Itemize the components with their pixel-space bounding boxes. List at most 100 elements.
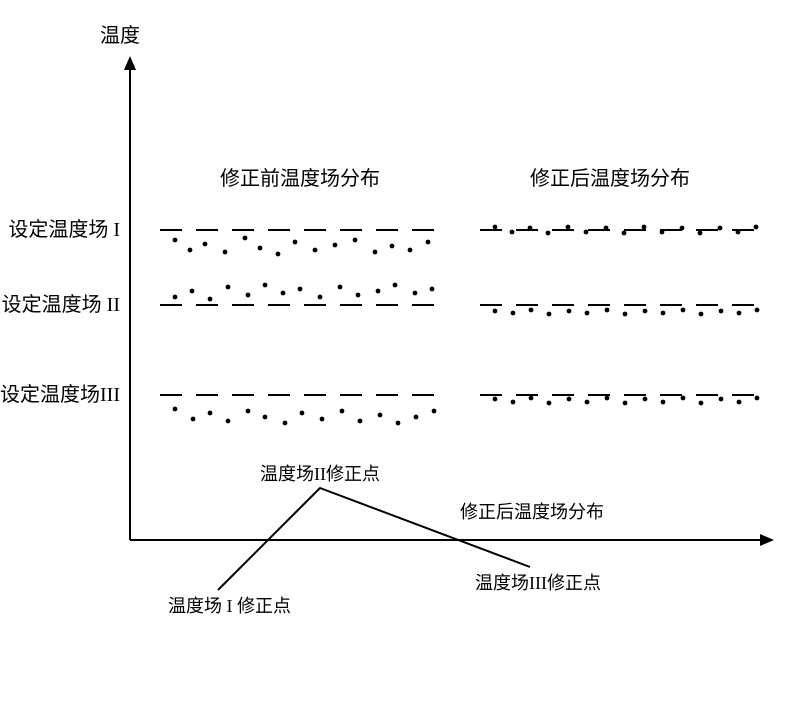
data-point: [413, 291, 418, 296]
data-point: [754, 225, 759, 230]
data-point: [755, 396, 760, 401]
annotation-field3-correction: 温度场III修正点: [475, 573, 601, 593]
data-point: [493, 397, 498, 402]
data-point: [681, 308, 686, 313]
data-point: [340, 409, 345, 414]
data-point: [510, 230, 515, 235]
data-point: [432, 409, 437, 414]
data-point: [191, 417, 196, 422]
y-axis-label: 温度: [100, 24, 140, 47]
temperature-field-chart: 温度 修正前温度场分布 修正后温度场分布 设定温度场 I 设定温度场 II 设定…: [0, 0, 800, 701]
data-point: [356, 293, 361, 298]
data-point: [566, 225, 571, 230]
data-point: [698, 231, 703, 236]
data-point: [203, 242, 208, 247]
data-point: [378, 413, 383, 418]
data-point: [529, 308, 534, 313]
data-point: [736, 230, 741, 235]
data-point: [529, 396, 534, 401]
data-point: [408, 248, 413, 253]
data-point: [699, 312, 704, 317]
data-point: [511, 311, 516, 316]
data-point: [190, 289, 195, 294]
y-axis-arrow-icon: [124, 56, 136, 70]
data-point: [430, 287, 435, 292]
data-point: [661, 311, 666, 316]
data-point: [298, 287, 303, 292]
data-point: [376, 289, 381, 294]
data-point: [643, 309, 648, 314]
data-point: [585, 400, 590, 405]
data-point: [718, 226, 723, 231]
data-point: [246, 409, 251, 414]
data-point: [622, 231, 627, 236]
data-point: [604, 226, 609, 231]
data-point: [393, 283, 398, 288]
data-point: [642, 225, 647, 230]
data-point: [547, 312, 552, 317]
data-point: [660, 230, 665, 235]
data-point: [293, 240, 298, 245]
data-point: [208, 297, 213, 302]
data-point: [623, 401, 628, 406]
data-point: [223, 250, 228, 255]
data-point: [719, 397, 724, 402]
data-point: [188, 248, 193, 253]
data-point: [528, 226, 533, 231]
column-header-before: 修正前温度场分布: [220, 167, 380, 190]
data-point: [313, 248, 318, 253]
data-point: [390, 244, 395, 249]
data-point: [661, 400, 666, 405]
data-point: [511, 400, 516, 405]
data-point: [353, 238, 358, 243]
column-header-after: 修正后温度场分布: [530, 167, 690, 190]
data-point: [338, 285, 343, 290]
data-point: [680, 226, 685, 231]
row-label-3: 设定温度场III: [0, 383, 120, 406]
data-point: [373, 250, 378, 255]
data-point: [208, 411, 213, 416]
annotation-field1-correction: 温度场 I 修正点: [168, 596, 291, 616]
data-point: [320, 417, 325, 422]
data-point: [755, 308, 760, 313]
data-point: [226, 285, 231, 290]
data-point: [699, 401, 704, 406]
data-point: [737, 400, 742, 405]
row-label-1: 设定温度场 I: [8, 218, 120, 241]
data-point: [358, 419, 363, 424]
data-point: [283, 421, 288, 426]
data-point: [263, 283, 268, 288]
data-point: [318, 295, 323, 300]
data-point: [681, 396, 686, 401]
data-point: [276, 252, 281, 257]
data-point: [243, 236, 248, 241]
data-point: [567, 309, 572, 314]
data-point: [173, 238, 178, 243]
data-point: [546, 231, 551, 236]
data-point: [173, 295, 178, 300]
data-point: [333, 243, 338, 248]
annotation-field2-correction: 温度场II修正点: [260, 464, 380, 484]
data-point: [173, 407, 178, 412]
annotation-after-distribution: 修正后温度场分布: [460, 502, 604, 522]
data-point: [226, 419, 231, 424]
row-label-2: 设定温度场 II: [2, 293, 120, 316]
data-point: [623, 312, 628, 317]
data-point: [414, 415, 419, 420]
data-point: [584, 230, 589, 235]
data-point: [300, 411, 305, 416]
data-point: [493, 225, 498, 230]
data-point: [263, 415, 268, 420]
data-point: [643, 397, 648, 402]
data-point: [493, 309, 498, 314]
data-point: [396, 421, 401, 426]
data-point: [258, 246, 263, 251]
x-axis-arrow-icon: [760, 534, 774, 546]
data-point: [426, 240, 431, 245]
data-point: [737, 311, 742, 316]
data-point: [567, 397, 572, 402]
data-point: [605, 308, 610, 313]
data-point: [719, 309, 724, 314]
data-point: [585, 311, 590, 316]
data-point: [281, 291, 286, 296]
